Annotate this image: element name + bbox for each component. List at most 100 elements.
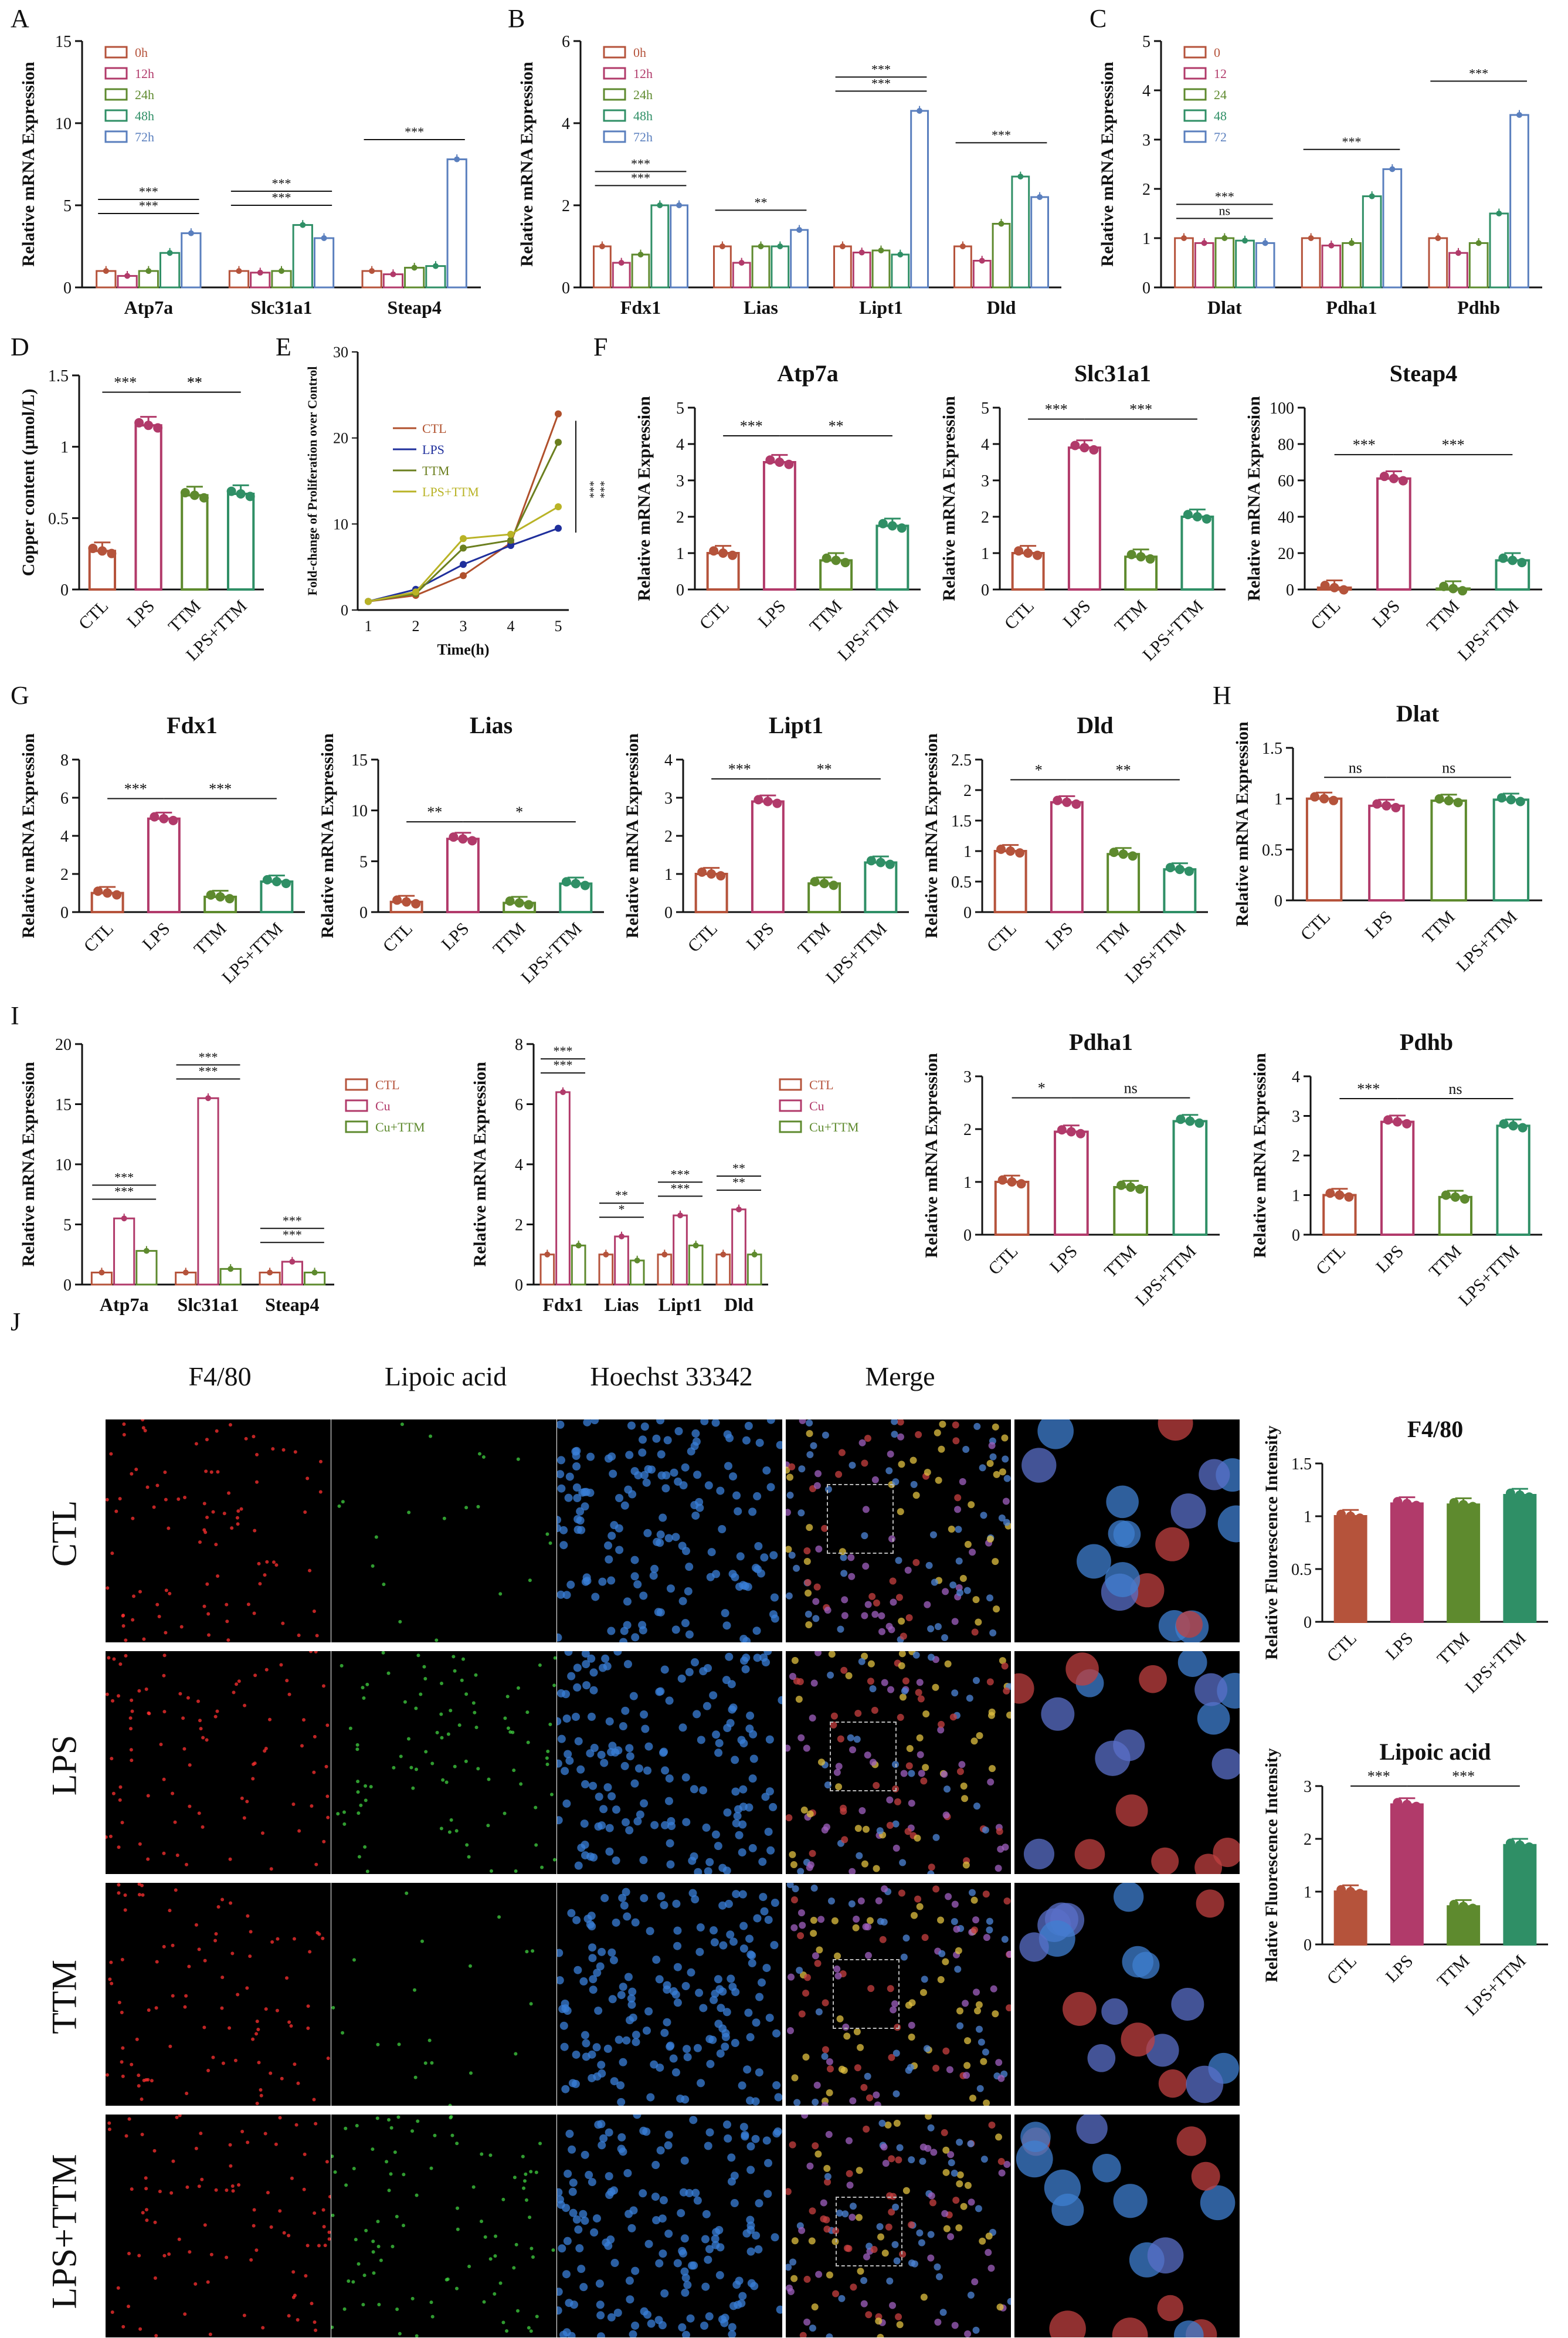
cell-signal [486, 1824, 490, 1828]
cell-signal [824, 1486, 832, 1493]
cell-signal [853, 1915, 860, 1923]
cell-signal [762, 1466, 771, 1475]
cell-signal [850, 2283, 857, 2291]
cell-signal [862, 1563, 870, 1570]
cell-signal [514, 2052, 518, 2056]
x-tick-label: TTM [190, 919, 230, 959]
cell-signal [963, 2072, 970, 2079]
cell-signal [755, 1438, 764, 1447]
cell-signal [572, 1462, 581, 1470]
data-point [215, 892, 225, 902]
cell-signal [168, 1591, 172, 1595]
cell-signal [1176, 1611, 1203, 1638]
cell-signal [895, 2313, 902, 2320]
cell-signal [481, 1455, 486, 1459]
y-tick-label: 6 [515, 1096, 523, 1114]
cell-signal [721, 2029, 730, 2038]
cell-signal [529, 2002, 533, 2006]
cell-signal [1122, 1946, 1154, 1978]
micro-image-r1-c1 [106, 1419, 331, 1642]
bar [670, 204, 689, 289]
cell-signal [1076, 2115, 1108, 2144]
cell-signal [179, 1625, 184, 1629]
significance-label: *** [992, 127, 1011, 142]
cell-signal [811, 2303, 819, 2310]
cell-signal [145, 1485, 150, 1489]
bar [1235, 239, 1255, 289]
cell-signal [664, 1534, 673, 1543]
cell-signal [919, 1988, 927, 1996]
cell-signal [387, 2117, 391, 2122]
cell-signal [564, 2169, 572, 2178]
cell-signal [1155, 1527, 1190, 1561]
cell-signal [1170, 1493, 1206, 1529]
cell-signal [884, 2121, 892, 2129]
cell-signal [885, 2223, 892, 2231]
chart-panel-g-lias: Lias 0 5 10 15 Relative mRNA Expression CTL LPS… [311, 704, 616, 1003]
cell-signal [371, 2147, 375, 2151]
cell-signal [194, 2146, 198, 2150]
bar [1509, 114, 1529, 289]
cell-signal [704, 2255, 712, 2264]
cell-signal [198, 1540, 202, 1544]
cell-signal [864, 1435, 871, 1442]
cell-signal [562, 1714, 571, 1723]
cell-signal [840, 1808, 847, 1815]
cell-signal [905, 2066, 912, 2074]
cell-signal [572, 2215, 581, 2224]
cell-signal [762, 1658, 771, 1667]
cell-signal [995, 1865, 1002, 1872]
cell-signal [719, 1941, 728, 1950]
cell-signal [287, 2314, 291, 2318]
cell-signal [354, 2238, 358, 2242]
bar [953, 245, 972, 289]
cell-signal [522, 2186, 526, 2190]
cell-signal [257, 1561, 261, 1566]
cell-signal [970, 1896, 978, 1904]
cell-signal [564, 1493, 573, 1502]
cell-signal [623, 1621, 632, 1629]
cell-signal [679, 1481, 688, 1490]
cell-signal [912, 1558, 920, 1566]
cell-signal [724, 1462, 732, 1470]
cell-signal [942, 1958, 949, 1966]
cell-signal [123, 1893, 127, 1897]
data-point [571, 879, 581, 889]
cell-signal [535, 2315, 539, 2319]
significance-label: * [1035, 761, 1043, 778]
cell-signal [826, 2065, 834, 2073]
cell-signal [659, 2196, 668, 2205]
bar [751, 245, 771, 289]
cell-signal [344, 2126, 348, 2130]
cell-signal [618, 1893, 627, 1902]
cell-signal [816, 1946, 823, 1954]
cell-signal [1177, 1651, 1207, 1678]
legend-label: Cu [375, 1099, 391, 1113]
cell-signal [860, 2083, 868, 2091]
cell-signal [325, 1723, 330, 1727]
data-point [1175, 865, 1185, 875]
cell-signal [827, 1897, 835, 1905]
cell-signal [236, 1509, 240, 1513]
cell-signal [834, 1972, 842, 1980]
cell-signal [660, 1821, 669, 1829]
cell-signal [681, 2288, 690, 2297]
cell-signal [106, 1692, 109, 1696]
y-tick-label: 0 [1304, 1614, 1312, 1632]
cell-signal [942, 2047, 950, 2055]
chart-title: Lias [470, 712, 513, 738]
cell-signal [998, 1514, 1006, 1522]
panel-letter-f: F [593, 333, 608, 361]
data-point [831, 555, 841, 565]
cell-signal [681, 1547, 690, 1556]
cell-signal [760, 1907, 769, 1916]
cell-signal [203, 1959, 207, 1963]
series-line [368, 506, 559, 602]
cell-signal [1113, 2184, 1148, 2218]
cell-signal [123, 1908, 127, 1912]
cell-signal [848, 1900, 856, 1907]
data-point [228, 1266, 234, 1272]
cell-signal [364, 2228, 368, 2232]
cell-signal [873, 1599, 880, 1607]
cell-signal [806, 1524, 813, 1531]
